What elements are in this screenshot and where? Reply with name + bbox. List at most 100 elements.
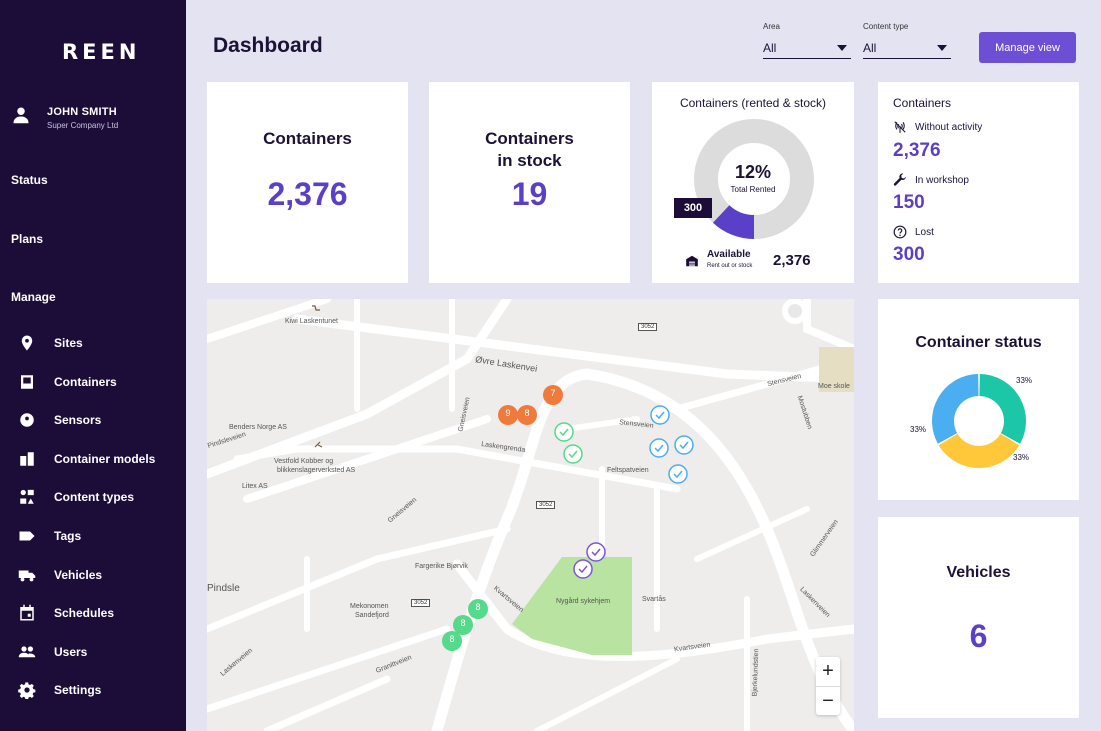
sidebar-item-sensors[interactable]: Sensors <box>17 409 101 431</box>
without-activity-label: Without activity <box>915 121 983 133</box>
rented-card-title: Containers (rented & stock) <box>679 96 827 110</box>
lost-row: Lost <box>893 225 934 239</box>
containers-card-title: Containers <box>263 129 352 148</box>
road-badge: 3052 <box>411 599 431 607</box>
sidebar-item-users[interactable]: Users <box>17 641 87 663</box>
available-value: 2,376 <box>773 252 811 269</box>
manage-view-button[interactable]: Manage view <box>979 32 1076 63</box>
in-stock-title-line2: in stock <box>497 151 562 170</box>
without-activity-row: Without activity <box>893 120 982 134</box>
sidebar-item-label: Content types <box>54 490 135 504</box>
sidebar-item-label: Schedules <box>54 606 115 620</box>
map-label: Fargerike Bjørvik <box>415 563 468 570</box>
garage-icon <box>686 255 698 267</box>
check-marker-green[interactable] <box>554 422 574 442</box>
map-label: Svartås <box>642 596 666 603</box>
page-title: Dashboard <box>213 34 323 57</box>
area-filter: Area All <box>763 22 851 59</box>
map-label: Vestfold Kobber og <box>274 458 334 465</box>
tag-icon <box>17 526 37 546</box>
sidebar-item-content-types[interactable]: Content types <box>17 486 134 508</box>
pin-icon <box>17 333 37 353</box>
cluster-count: 7 <box>550 388 556 398</box>
zoom-out-button[interactable]: − <box>816 686 840 715</box>
slice-label: 33% <box>1016 376 1033 385</box>
user-name: JOHN SMITH <box>47 106 117 118</box>
cluster-marker[interactable] <box>498 405 518 425</box>
map-label: Moe skole <box>818 383 850 390</box>
container-status-title: Container status <box>915 334 1042 351</box>
rented-card: Containers (rented & stock) 12% Total Re… <box>652 82 854 283</box>
vehicles-card-value: 6 <box>969 618 988 654</box>
vehicles-card-title: Vehicles <box>946 564 1011 581</box>
map-label: Mekonomen <box>350 603 389 610</box>
rented-percent-label: Total Rented <box>730 185 776 194</box>
container-status-donut <box>932 374 1026 468</box>
no-signal-icon <box>894 121 906 133</box>
map-label: Sandefjord <box>355 612 389 619</box>
cluster-marker[interactable] <box>453 615 473 635</box>
user-company: Super Company Ltd <box>47 121 119 130</box>
cluster-marker[interactable] <box>543 385 563 405</box>
in-stock-title-line1: Containers <box>485 129 574 148</box>
sidebar-item-label: Sensors <box>54 413 102 427</box>
nav-plans[interactable]: Plans <box>11 232 44 246</box>
check-marker-purple[interactable] <box>586 542 606 562</box>
in-workshop-value: 150 <box>893 192 925 213</box>
sidebar: REEN JOHN SMITH Super Company Ltd Status… <box>0 0 186 731</box>
brand-logo: REEN <box>62 40 141 64</box>
containers-status-list-card: Containers Without activity 2,376 In wor… <box>878 82 1079 283</box>
nav-status[interactable]: Status <box>11 173 48 187</box>
check-marker-purple[interactable] <box>573 559 593 579</box>
sidebar-item-tags[interactable]: Tags <box>17 525 81 547</box>
content-type-select-value: All <box>863 40 877 55</box>
available-sublabel: Rent out or stock <box>707 263 753 269</box>
user-profile[interactable]: JOHN SMITH Super Company Ltd <box>12 106 118 130</box>
area-select[interactable]: All <box>763 37 851 59</box>
chevron-down-icon <box>937 44 947 51</box>
map-label: Litex AS <box>242 483 268 490</box>
cluster-count: 8 <box>475 602 481 612</box>
cluster-count: 9 <box>505 408 511 418</box>
sidebar-item-label: Vehicles <box>54 568 103 582</box>
zoom-in-button[interactable]: + <box>822 660 834 682</box>
cluster-count: 8 <box>449 634 455 644</box>
cluster-marker[interactable] <box>468 599 488 619</box>
cluster-marker[interactable] <box>517 405 537 425</box>
map[interactable]: Kiwi Laskentunet Øvre Laskenvei Benders … <box>207 299 854 731</box>
nav-manage-heading: Manage <box>11 290 56 304</box>
map-label: Benders Norge AS <box>229 424 287 431</box>
check-marker-blue[interactable] <box>668 464 688 484</box>
map-pin-icon <box>314 441 323 448</box>
sidebar-item-schedules[interactable]: Schedules <box>17 602 114 624</box>
sidebar-item-vehicles[interactable]: Vehicles <box>17 564 102 586</box>
available-label: Available <box>707 249 751 260</box>
cluster-marker[interactable] <box>442 631 462 651</box>
sidebar-item-settings[interactable]: Settings <box>17 679 101 701</box>
sidebar-item-container-models[interactable]: Container models <box>17 448 155 470</box>
road-badge: 3052 <box>536 501 556 509</box>
check-marker-blue[interactable] <box>649 438 669 458</box>
lost-value: 300 <box>893 244 925 265</box>
sidebar-item-sites[interactable]: Sites <box>17 332 83 354</box>
map-label: Nygård sykehjem <box>556 598 611 605</box>
sidebar-item-containers[interactable]: Containers <box>17 371 117 393</box>
without-activity-value: 2,376 <box>893 140 941 161</box>
containers-card: Containers 2,376 <box>207 82 408 283</box>
content-type-select[interactable]: All <box>863 37 951 59</box>
check-marker-blue[interactable] <box>650 405 670 425</box>
sidebar-item-label: Settings <box>54 683 102 697</box>
check-marker-blue[interactable] <box>674 435 694 455</box>
map-zoom-controls: + − <box>816 657 840 715</box>
truck-icon <box>17 565 37 585</box>
cluster-count: 8 <box>524 408 530 418</box>
rented-arc <box>712 204 755 239</box>
map-label: Pindsle <box>207 583 240 594</box>
in-stock-card: Containers in stock 19 <box>429 82 630 283</box>
map-label: Kiwi Laskentunet <box>285 318 338 325</box>
check-marker-green[interactable] <box>563 444 583 464</box>
map-label: blikkenslagerverksted AS <box>277 467 356 474</box>
vehicles-card: Vehicles 6 <box>878 517 1079 718</box>
rented-donut-chart <box>694 119 814 239</box>
cluster-count: 8 <box>460 618 466 628</box>
